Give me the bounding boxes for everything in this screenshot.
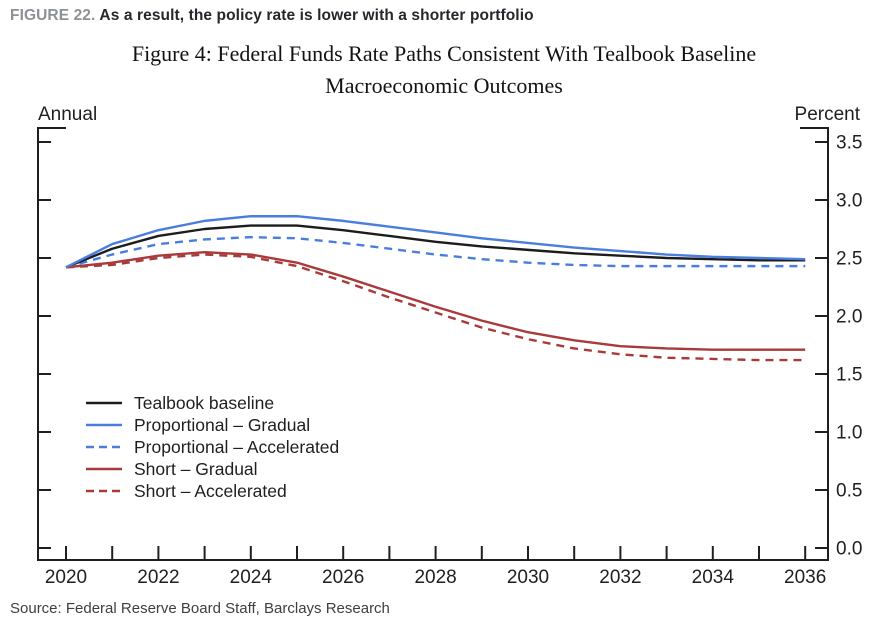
fed-funds-rate-line-chart: Annual Percent 0.0 0.5 1.0 1.5 2.0 2.5 3.0 3.5 202… <box>37 104 862 588</box>
y-tick-label: 2.0 <box>836 307 862 328</box>
y-tick-label: 1.0 <box>836 423 862 444</box>
x-tick-label: 2034 <box>692 567 735 588</box>
legend-label: Proportional – Accelerated <box>134 437 339 457</box>
figure-header-title: As a result, the policy rate is lower wi… <box>99 7 534 24</box>
y-tick-label: 1.5 <box>836 365 862 386</box>
figure-header: FIGURE 22. As a result, the policy rate i… <box>10 7 534 25</box>
chart-title-line1: Figure 4: Federal Funds Rate Paths Consi… <box>131 41 757 66</box>
x-tick-label: 2032 <box>599 567 641 588</box>
x-tick-label: 2036 <box>784 567 826 588</box>
y-tick-label: 0.0 <box>836 539 862 560</box>
series-line-1 <box>65 224 806 269</box>
right-axis-unit-label: Percent <box>795 104 861 125</box>
y-tick-label: 0.5 <box>836 481 862 502</box>
figure-number-label: FIGURE 22. <box>10 7 96 24</box>
x-tick-label: 2028 <box>414 567 456 588</box>
y-tick-label: 3.0 <box>836 191 862 212</box>
x-tick-label: 2024 <box>230 567 273 588</box>
legend-label: Short – Gradual <box>134 459 258 479</box>
x-tick-label: 2030 <box>507 567 549 588</box>
x-tick-label: 2026 <box>322 567 364 588</box>
source-note: Source: Federal Reserve Board Staff, Bar… <box>10 600 390 617</box>
chart-title: Figure 4: Federal Funds Rate Paths Consi… <box>0 38 888 102</box>
left-axis-unit-label: Annual <box>38 104 97 125</box>
x-tick-label: 2020 <box>45 567 87 588</box>
series-line-5 <box>65 253 806 362</box>
chart-title-line2: Macroeconomic Outcomes <box>325 73 563 98</box>
axis-frame <box>37 127 829 561</box>
legend-label: Short – Accelerated <box>134 481 287 501</box>
x-tick-label: 2022 <box>137 567 179 588</box>
y-tick-label: 2.5 <box>836 249 862 270</box>
legend-label: Proportional – Gradual <box>134 415 310 435</box>
legend-label: Tealbook baseline <box>134 393 274 413</box>
series-line-3 <box>65 235 806 269</box>
y-tick-label: 3.5 <box>836 133 862 154</box>
series-line-2 <box>65 215 806 269</box>
series-line-4 <box>65 250 806 351</box>
